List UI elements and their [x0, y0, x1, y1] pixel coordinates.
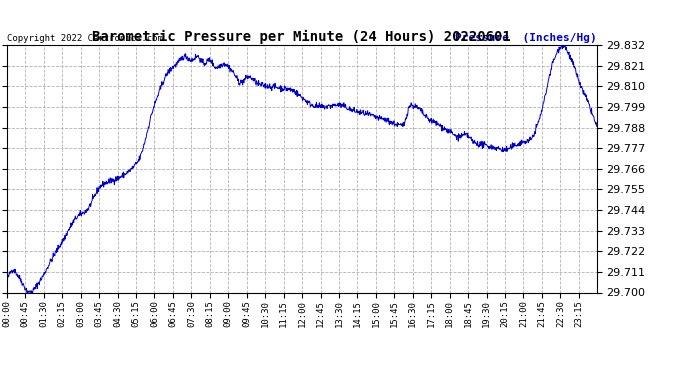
Title: Barometric Pressure per Minute (24 Hours) 20220601: Barometric Pressure per Minute (24 Hours… — [92, 30, 511, 44]
Text: Pressure  (Inches/Hg): Pressure (Inches/Hg) — [455, 33, 597, 42]
Text: Copyright 2022 Cartronics.com: Copyright 2022 Cartronics.com — [7, 33, 163, 42]
